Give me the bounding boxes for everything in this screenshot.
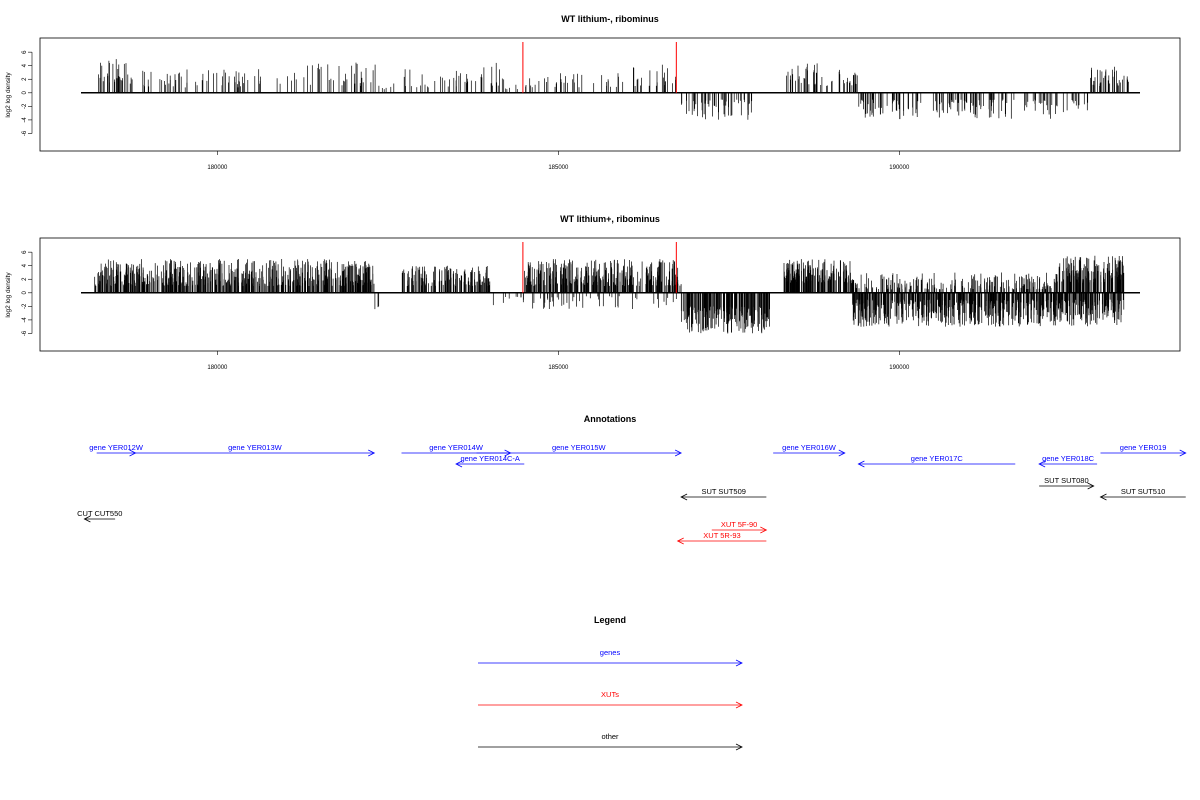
arrow-head: [838, 449, 846, 457]
panel-2-x-axis: 180000 185000 190000: [207, 351, 910, 371]
legend-item-genes: genes: [478, 648, 743, 667]
y-tick-label: -6: [22, 330, 28, 336]
panel-1-x-axis: 180000 185000 190000: [207, 151, 910, 171]
annotation-sut-sut080: SUT SUT080: [1039, 476, 1095, 490]
panel-1-title: WT lithium-, ribominus: [561, 14, 659, 24]
legend-label: other: [601, 732, 619, 741]
legend-label: genes: [600, 648, 621, 657]
x-tick-label: 185000: [548, 165, 569, 171]
annotation-label: gene YER019: [1120, 443, 1167, 452]
arrow-head: [1087, 482, 1095, 490]
annotation-gene-yer015w: gene YER015W: [476, 443, 682, 457]
arrow-head: [674, 449, 682, 457]
annotations-track: Annotations gene YER012W gene YER013W gene…: [77, 414, 1187, 545]
annotation-label: SUT SUT080: [1044, 476, 1088, 485]
arrow-head: [455, 460, 463, 468]
y-tick-label: 4: [22, 63, 28, 67]
panel-1-y-axis-label: log2 log density: [5, 72, 12, 118]
annotations-title: Annotations: [584, 414, 637, 424]
annotation-gene-yer012w: gene YER012W: [89, 443, 144, 457]
x-tick-label: 185000: [548, 365, 569, 371]
legend-title: Legend: [594, 615, 626, 625]
arrow-head: [1038, 460, 1046, 468]
annotation-gene-yer017c: gene YER017C: [857, 454, 1016, 468]
annotation-gene-yer014c-a: gene YER014C-A: [455, 454, 525, 468]
y-tick-label: -2: [22, 103, 28, 109]
arrow-head: [676, 537, 684, 545]
panel-1-density-bars: [98, 59, 1129, 120]
annotation-gene-yer018c: gene YER018C: [1038, 454, 1098, 468]
annotation-features: gene YER012W gene YER013W gene YER014W gene…: [77, 443, 1187, 545]
annotation-cut-cut550: CUT CUT550: [77, 509, 122, 523]
annotation-label: XUT 5F-90: [721, 520, 758, 529]
annotation-gene-yer019: gene YER019: [1100, 443, 1187, 457]
arrow-head: [1099, 493, 1107, 501]
panel-2-title: WT lithium+, ribominus: [560, 214, 660, 224]
y-tick-label: -6: [22, 130, 28, 136]
annotation-label: gene YER017C: [911, 454, 964, 463]
annotation-label: XUT 5R-93: [703, 531, 740, 540]
y-tick-label: 2: [22, 277, 28, 281]
panel-2-marker-lines: [522, 242, 677, 293]
y-tick-label: 6: [22, 250, 28, 254]
arrow-head: [735, 743, 743, 751]
legend-item-other: other: [478, 732, 743, 751]
x-tick-label: 180000: [207, 365, 228, 371]
annotation-xut-5r-93: XUT 5R-93: [676, 531, 767, 545]
panel-1-marker-lines: [522, 42, 677, 93]
panel-2-plot-frame: [39, 237, 1181, 352]
x-tick-label: 190000: [889, 165, 910, 171]
annotation-label: CUT CUT550: [77, 509, 122, 518]
x-tick-label: 180000: [207, 165, 228, 171]
panel-lithium-minus: WT lithium-, ribominus log2 log density …: [5, 14, 1181, 171]
arrow-head: [857, 460, 865, 468]
annotation-label: gene YER014W: [429, 443, 484, 452]
arrow-head: [760, 526, 768, 534]
annotation-label: gene YER013W: [228, 443, 283, 452]
arrow-head: [680, 493, 688, 501]
annotation-gene-yer013w: gene YER013W: [135, 443, 376, 457]
annotation-sut-sut510: SUT SUT510: [1099, 487, 1186, 501]
panel-1-plot-frame: [39, 37, 1181, 152]
legend: Legend genes XUTs other: [478, 615, 743, 751]
y-tick-label: 2: [22, 77, 28, 81]
annotation-label: gene YER014C-A: [460, 454, 519, 463]
legend-label: XUTs: [601, 690, 619, 699]
x-tick-label: 190000: [889, 365, 910, 371]
y-tick-label: -4: [22, 117, 28, 123]
annotation-xut-5f-90: XUT 5F-90: [711, 520, 768, 534]
arrow-head: [368, 449, 376, 457]
panel-1-y-axis: 6 4 2 0 -2 -4 -6: [22, 50, 33, 136]
y-tick-label: 4: [22, 263, 28, 267]
annotation-label: gene YER015W: [552, 443, 607, 452]
y-tick-label: -2: [22, 303, 28, 309]
y-tick-label: 0: [22, 290, 28, 294]
panel-lithium-plus: WT lithium+, ribominus log2 log density …: [5, 214, 1181, 371]
annotation-sut-sut509: SUT SUT509: [680, 487, 767, 501]
panel-2-y-axis: 6 4 2 0 -2 -4 -6: [22, 250, 33, 336]
legend-items: genes XUTs other: [478, 648, 743, 751]
arrow-head: [1179, 449, 1187, 457]
annotation-label: gene YER016W: [782, 443, 837, 452]
annotation-gene-yer016w: gene YER016W: [773, 443, 846, 457]
legend-item-xuts: XUTs: [478, 690, 743, 709]
annotation-label: gene YER012W: [89, 443, 144, 452]
arrow-head: [735, 659, 743, 667]
annotation-label: SUT SUT510: [1121, 487, 1165, 496]
panel-2-y-axis-label: log2 log density: [5, 272, 12, 318]
y-tick-label: 0: [22, 90, 28, 94]
y-tick-label: 6: [22, 50, 28, 54]
annotation-label: gene YER018C: [1042, 454, 1095, 463]
panel-2-density-bars: [94, 255, 1125, 334]
annotation-label: SUT SUT509: [701, 487, 745, 496]
arrow-head: [83, 515, 91, 523]
arrow-head: [735, 701, 743, 709]
y-tick-label: -4: [22, 317, 28, 323]
